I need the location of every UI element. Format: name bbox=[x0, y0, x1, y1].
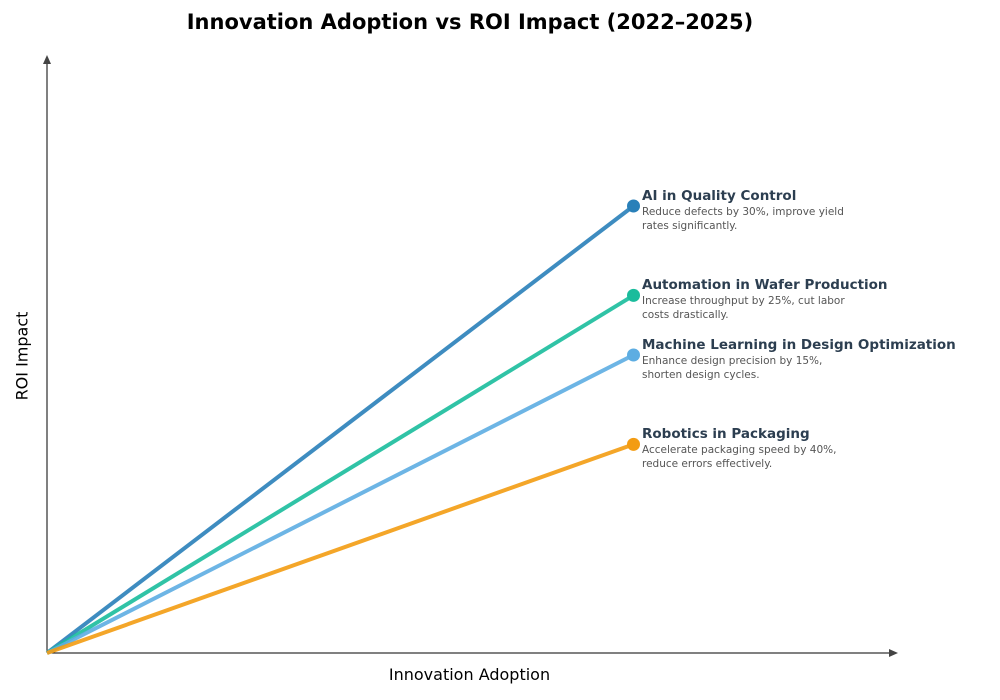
series-annotation-3: Robotics in Packaging Accelerate packagin… bbox=[642, 426, 857, 471]
y-axis-arrow-icon bbox=[43, 55, 51, 64]
x-axis-label: Innovation Adoption bbox=[388, 665, 551, 684]
chart-title: Innovation Adoption vs ROI Impact (2022–… bbox=[186, 10, 754, 34]
series-endpoint-3 bbox=[627, 437, 640, 451]
series-endpoint-2 bbox=[627, 348, 640, 362]
series-line-2 bbox=[46, 353, 635, 655]
series-endpoint-1 bbox=[627, 288, 640, 302]
series-line-3 bbox=[46, 442, 635, 655]
series-annotation-0: AI in Quality Control Reduce defects by 3… bbox=[642, 188, 857, 233]
series-description: Enhance design precision by 15%, shorten… bbox=[642, 355, 823, 381]
series-description: Reduce defects by 30%, improve yield rat… bbox=[642, 206, 844, 232]
series-name: Machine Learning in Design Optimization bbox=[642, 337, 956, 353]
series-name: Automation in Wafer Production bbox=[642, 277, 888, 294]
series-annotation-1: Automation in Wafer Production Increase t… bbox=[642, 277, 888, 322]
series-name: AI in Quality Control bbox=[642, 188, 797, 204]
series-annotation-2: Machine Learning in Design Optimization E… bbox=[642, 337, 956, 382]
series-description: Accelerate packaging speed by 40%, reduc… bbox=[642, 444, 837, 471]
series-line-0 bbox=[45, 204, 635, 655]
series-line-1 bbox=[45, 293, 635, 655]
series-name: Robotics in Packaging bbox=[642, 426, 810, 443]
series-description: Increase throughput by 25%, cut labor co… bbox=[642, 295, 845, 322]
series-endpoint-0 bbox=[627, 199, 640, 213]
x-axis-arrow-icon bbox=[889, 649, 898, 657]
